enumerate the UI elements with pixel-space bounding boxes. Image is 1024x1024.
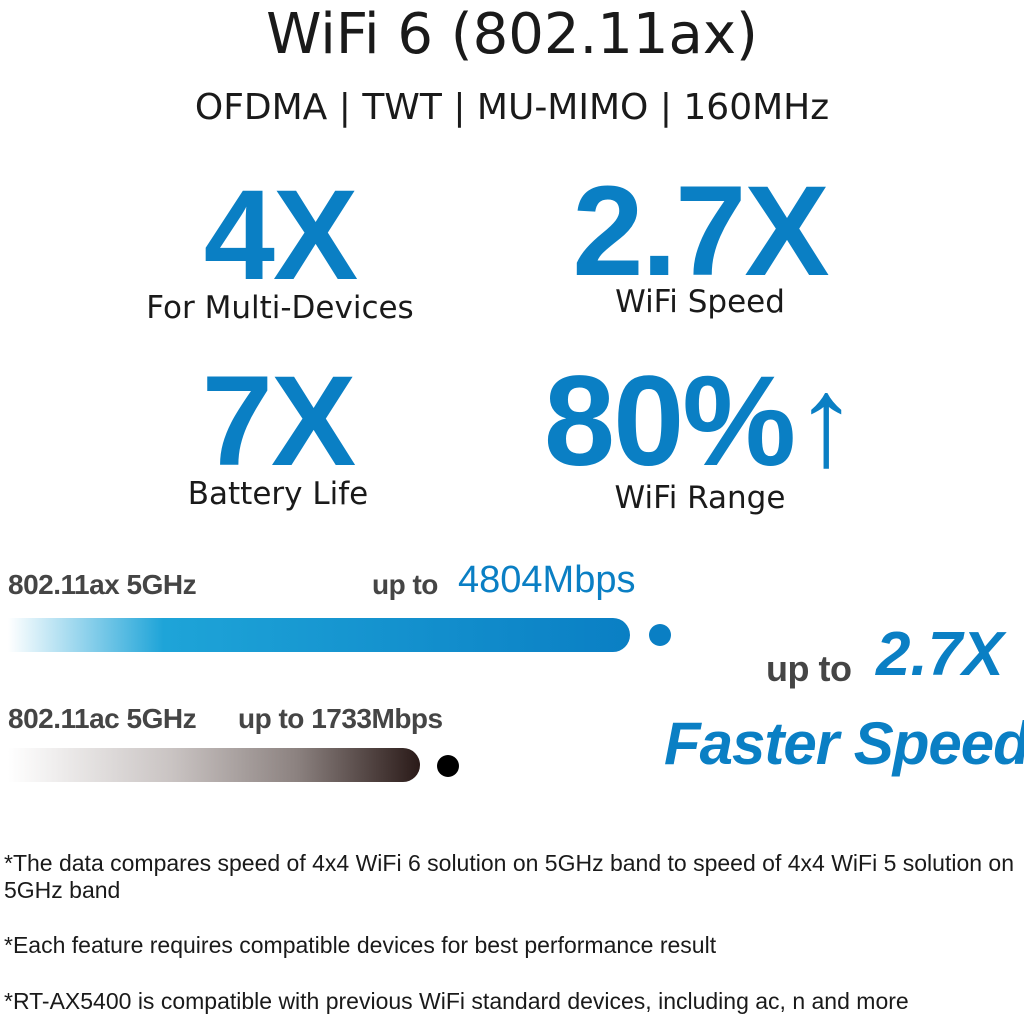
ac-speed: up to 1733Mbps bbox=[238, 702, 443, 736]
ax-label: 802.11ax 5GHz bbox=[8, 569, 197, 600]
ac-bar-dot bbox=[437, 755, 459, 777]
ac-prefix: up to bbox=[238, 703, 304, 734]
ax-speed-bar bbox=[8, 618, 630, 652]
stat-caption-battery-life: Battery Life bbox=[187, 476, 369, 512]
footnote-3: *RT-AX5400 is compatible with previous W… bbox=[4, 988, 909, 1014]
headline-text: Faster Speed bbox=[664, 710, 1024, 777]
stat-value-wifi-range: 80%↑ bbox=[544, 358, 858, 486]
stat-value-multi-devices: 4X bbox=[203, 164, 359, 307]
footnote-2: *Each feature requires compatible device… bbox=[4, 932, 717, 958]
headline-prefix: up to bbox=[766, 648, 852, 689]
page-title: WiFi 6 (802.11ax) bbox=[266, 2, 758, 67]
stat-caption-wifi-speed: WiFi Speed bbox=[615, 284, 785, 320]
ax-speed: 4804Mbps bbox=[458, 559, 636, 601]
headline-value: 2.7X bbox=[876, 620, 1004, 689]
ac-speed-bar bbox=[8, 748, 420, 782]
page-subtitle: OFDMA | TWT | MU-MIMO | 160MHz bbox=[194, 87, 830, 128]
ac-speed-value: 1733Mbps bbox=[311, 703, 443, 734]
stat-value-wifi-speed: 2.7X bbox=[572, 160, 829, 303]
ax-prefix: up to bbox=[372, 569, 438, 600]
arrow-up-icon: ↑ bbox=[794, 350, 858, 493]
footnote-1: *The data compares speed of 4x4 WiFi 6 s… bbox=[4, 850, 1015, 903]
ax-bar-dot bbox=[649, 624, 671, 646]
stat-caption-multi-devices: For Multi-Devices bbox=[146, 290, 414, 326]
stat-value-wifi-range-number: 80% bbox=[543, 350, 796, 493]
stat-value-battery-life: 7X bbox=[201, 350, 357, 493]
stat-caption-wifi-range: WiFi Range bbox=[614, 480, 786, 516]
ac-label: 802.11ac 5GHz bbox=[8, 703, 197, 734]
